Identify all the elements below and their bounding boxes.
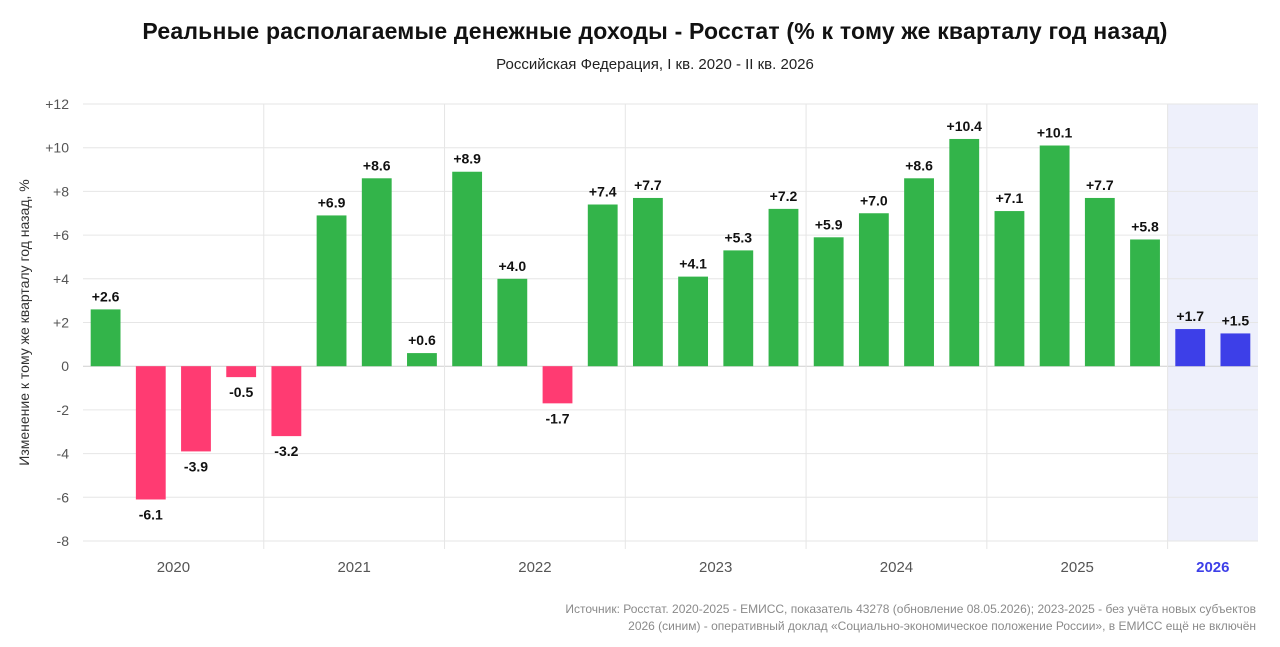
bar-value-label: -0.5 (229, 384, 253, 400)
bar (226, 366, 257, 378)
bar-value-label: +5.9 (815, 216, 843, 232)
bar (90, 309, 121, 367)
bar-value-label: +10.4 (947, 118, 983, 134)
bar (497, 278, 528, 367)
y-axis-label: Изменение к тому же кварталу год назад, … (16, 179, 32, 465)
bar-value-label: +8.9 (453, 151, 481, 167)
bar-value-label: -6.1 (139, 506, 163, 522)
bar (813, 237, 844, 367)
bar (135, 366, 166, 500)
bar-value-label: -1.7 (545, 410, 569, 426)
bar-value-label: +7.2 (770, 188, 798, 204)
bar (271, 366, 302, 437)
x-tick-label: 2022 (518, 559, 551, 576)
y-tick-label: -6 (57, 489, 70, 505)
x-tick-label: 2026 (1196, 559, 1229, 576)
bar-value-label: +1.5 (1222, 312, 1250, 328)
bar (452, 171, 483, 367)
chart-title: Реальные располагаемые денежные доходы -… (142, 18, 1168, 44)
x-tick-label: 2025 (1061, 559, 1094, 576)
bar-chart: -8 -6 -4 -2 0 +2 +4 +6 +8 +10 +12 +2.6 -6.1 -3.9 -0.5 -… (16, 96, 1258, 576)
y-tick-label: +8 (53, 183, 69, 199)
x-tick-label: 2020 (157, 559, 190, 576)
bar (632, 197, 663, 367)
y-tick-label: -4 (57, 446, 70, 462)
bar-value-label: +1.7 (1176, 308, 1204, 324)
bar-value-label: +6.9 (318, 194, 346, 210)
bar (1175, 329, 1206, 367)
x-tick-label: 2024 (880, 559, 913, 576)
bar (542, 366, 573, 404)
chart-subtitle: Российская Федерация, I кв. 2020 - II кв… (496, 56, 814, 73)
bar (949, 138, 980, 367)
y-tick-label: -2 (57, 402, 70, 418)
bar (1220, 333, 1251, 367)
x-tick-label: 2023 (699, 559, 732, 576)
bar-value-label: +7.7 (634, 177, 662, 193)
bar (1084, 197, 1115, 367)
bar (723, 250, 754, 367)
bar (768, 208, 799, 367)
bar (904, 178, 934, 367)
y-tick-label: +2 (53, 315, 69, 331)
bar (361, 178, 392, 367)
bar-value-label: +4.1 (679, 256, 707, 272)
bar (316, 215, 347, 367)
bar-value-label: +7.0 (860, 192, 888, 208)
bar (1130, 239, 1160, 367)
y-tick-label: +4 (53, 271, 69, 287)
bar (858, 213, 889, 367)
bar (181, 366, 211, 452)
source-note: Источник: Росстат. 2020-2025 - ЕМИСС, по… (565, 601, 1256, 635)
bar-value-label: +8.6 (905, 157, 933, 173)
bar-value-label: +7.7 (1086, 177, 1114, 193)
bar-value-label: -3.2 (274, 443, 298, 459)
source-line-1: Источник: Росстат. 2020-2025 - ЕМИСС, по… (565, 602, 1256, 616)
bar-value-label: +5.8 (1131, 218, 1159, 234)
x-tick-label: 2021 (337, 559, 370, 576)
bar-value-label: +7.1 (996, 190, 1024, 206)
bar-value-label: +0.6 (408, 332, 436, 348)
y-tick-label: +6 (53, 227, 69, 243)
y-tick-label: -8 (57, 533, 70, 549)
bar-value-label: +8.6 (363, 157, 391, 173)
bar (1039, 145, 1070, 367)
bar (407, 353, 437, 367)
bar-value-label: +4.0 (499, 258, 527, 274)
bar (587, 204, 618, 367)
y-tick-label: +10 (45, 140, 69, 156)
bar-value-label: +10.1 (1037, 125, 1073, 141)
bar-value-label: -3.9 (184, 458, 208, 474)
bar-value-label: +7.4 (589, 184, 617, 200)
bar (678, 276, 709, 367)
bar-value-label: +5.3 (724, 229, 752, 245)
y-tick-label: +12 (45, 96, 69, 112)
bar-value-label: +2.6 (92, 288, 120, 304)
source-line-2: 2026 (синим) - оперативный доклад «Социа… (628, 619, 1256, 633)
y-tick-label: 0 (61, 358, 69, 374)
bar (994, 211, 1025, 367)
